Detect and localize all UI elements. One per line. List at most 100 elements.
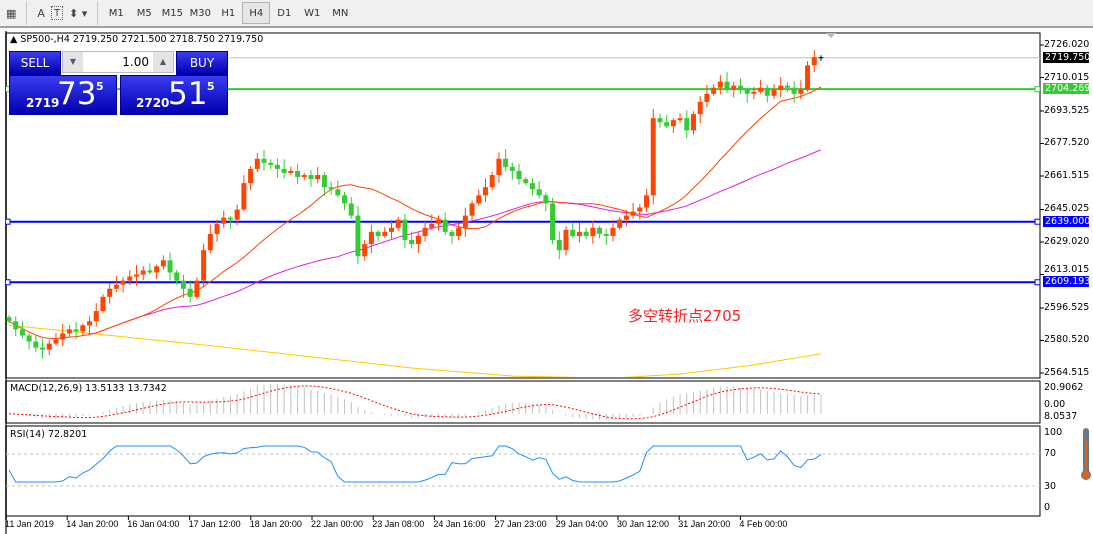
price-axis-label: 2564.515: [1044, 366, 1090, 378]
candle-body: [127, 276, 133, 281]
candle-body: [66, 329, 72, 334]
price-axis-label: 2710.015: [1044, 71, 1090, 83]
candle-body: [751, 91, 757, 94]
ask-price-main: 51: [168, 76, 208, 112]
price-level-tag: 2609.193: [1043, 276, 1091, 288]
candle-body: [268, 162, 274, 165]
candle-body: [590, 227, 596, 236]
candle-body: [429, 223, 435, 228]
candle-body: [281, 168, 287, 173]
ma-long-line: [8, 324, 822, 377]
macd-label: MACD(12,26,9) 13.5133 13.7342: [10, 383, 167, 394]
candle-body: [456, 227, 462, 236]
candle-body: [771, 89, 777, 96]
price-axis-label: 2693.525: [1044, 104, 1090, 116]
buy-label: BUY: [189, 56, 215, 70]
candle-body: [140, 270, 146, 275]
candle-body: [684, 118, 690, 131]
volume-increase-button[interactable]: ▲: [153, 52, 173, 72]
candle-body: [274, 164, 280, 169]
candle-body: [503, 158, 509, 167]
time-axis-label: 29 Jan 04:00: [555, 519, 608, 529]
text-tool-button[interactable]: A: [37, 6, 45, 20]
candle-body: [670, 120, 676, 127]
level-handle: [6, 279, 11, 286]
buy-button[interactable]: BUY: [176, 51, 228, 75]
candle-body: [415, 235, 421, 245]
timeframe-d1[interactable]: D1: [277, 7, 292, 19]
candle-body: [778, 85, 784, 90]
candle-body: [711, 87, 717, 94]
candle-body: [295, 170, 301, 178]
candle-body: [523, 179, 529, 184]
candle-body: [382, 231, 388, 236]
candle-body: [107, 288, 113, 297]
timeframe-m5[interactable]: M5: [136, 7, 152, 19]
candle-body: [644, 195, 650, 208]
candle-body: [690, 114, 696, 131]
candle-body: [476, 195, 482, 204]
main-chart-frame: [5, 32, 1041, 379]
candle-body: [731, 85, 737, 90]
candle-body: [60, 333, 66, 340]
annotation-text[interactable]: 多空转折点2705: [628, 307, 742, 325]
candle-body: [657, 118, 663, 123]
level-handle: [1034, 218, 1040, 225]
candle-body: [342, 195, 348, 204]
candle-body: [449, 231, 455, 236]
volume-decrease-button[interactable]: ▼: [63, 52, 83, 72]
candle-body: [241, 183, 247, 210]
rsi-axis-label: 30: [1044, 481, 1057, 492]
timeframe-w1[interactable]: W1: [304, 7, 321, 19]
price-axis-label: 2677.520: [1044, 137, 1090, 149]
chart-shift-marker: [826, 33, 836, 38]
candle-body: [375, 231, 381, 236]
candle-body: [13, 321, 19, 330]
candle-body: [87, 321, 93, 326]
text-label-tool-button[interactable]: T: [50, 6, 64, 20]
timeframe-m1[interactable]: M1: [108, 7, 124, 19]
bid-price-button[interactable]: 2719 73 5: [9, 75, 117, 115]
candle-body: [368, 231, 374, 245]
candle-body: [134, 274, 140, 277]
price-axis-label: 2645.025: [1044, 203, 1090, 215]
ask-price-button[interactable]: 2720 51 5: [120, 75, 228, 115]
price-level-tag: 2639.000: [1043, 215, 1091, 227]
candle-body: [315, 175, 321, 180]
candle-body: [80, 325, 86, 332]
properties-grid-icon[interactable]: ▦: [6, 6, 17, 20]
timeframe-m30[interactable]: M30: [189, 7, 211, 19]
time-axis-label: 17 Jan 12:00: [188, 519, 241, 529]
timeframe-mn[interactable]: MN: [332, 7, 349, 19]
ohlc-text: SP500-,H4 2719.250 2721.500 2718.750 271…: [20, 34, 264, 45]
volume-input[interactable]: 1.00: [122, 55, 149, 69]
time-axis-label: 22 Jan 00:00: [311, 519, 364, 529]
candle-body: [516, 170, 522, 180]
time-axis-label: 16 Jan 04:00: [127, 519, 180, 529]
price-axis-label: 2629.020: [1044, 235, 1090, 247]
rsi-axis-label: 70: [1044, 448, 1057, 459]
ma-fast-line: [8, 86, 822, 340]
candle-body: [489, 175, 495, 188]
time-axis-label: 11 Jan 2019: [5, 519, 54, 529]
sell-label: SELL: [20, 56, 50, 70]
collapse-triangle-icon[interactable]: ▲: [10, 34, 18, 45]
candle-body: [509, 166, 515, 171]
rsi-line: [8, 445, 822, 483]
timeframe-bar: M1 M5 M15 M30 H1 H4 D1 W1 MN: [102, 2, 354, 24]
candle-body: [610, 227, 616, 236]
timeframe-h4[interactable]: H4: [242, 2, 271, 24]
timeframe-m15[interactable]: M15: [161, 7, 183, 19]
sell-button[interactable]: SELL: [9, 51, 61, 75]
candle-body: [496, 158, 502, 176]
macd-frame: [5, 380, 1041, 424]
arrows-dropdown-icon[interactable]: ⬍ ▾: [69, 6, 88, 20]
candle-body: [717, 81, 723, 88]
bid-price-prefix: 2719: [26, 96, 60, 110]
candle-body: [214, 223, 220, 234]
ask-price-point: 5: [207, 80, 215, 93]
timeframe-h1[interactable]: H1: [221, 7, 236, 19]
volume-stepper[interactable]: ▼ 1.00 ▲: [62, 51, 174, 73]
candle-body: [26, 335, 32, 342]
